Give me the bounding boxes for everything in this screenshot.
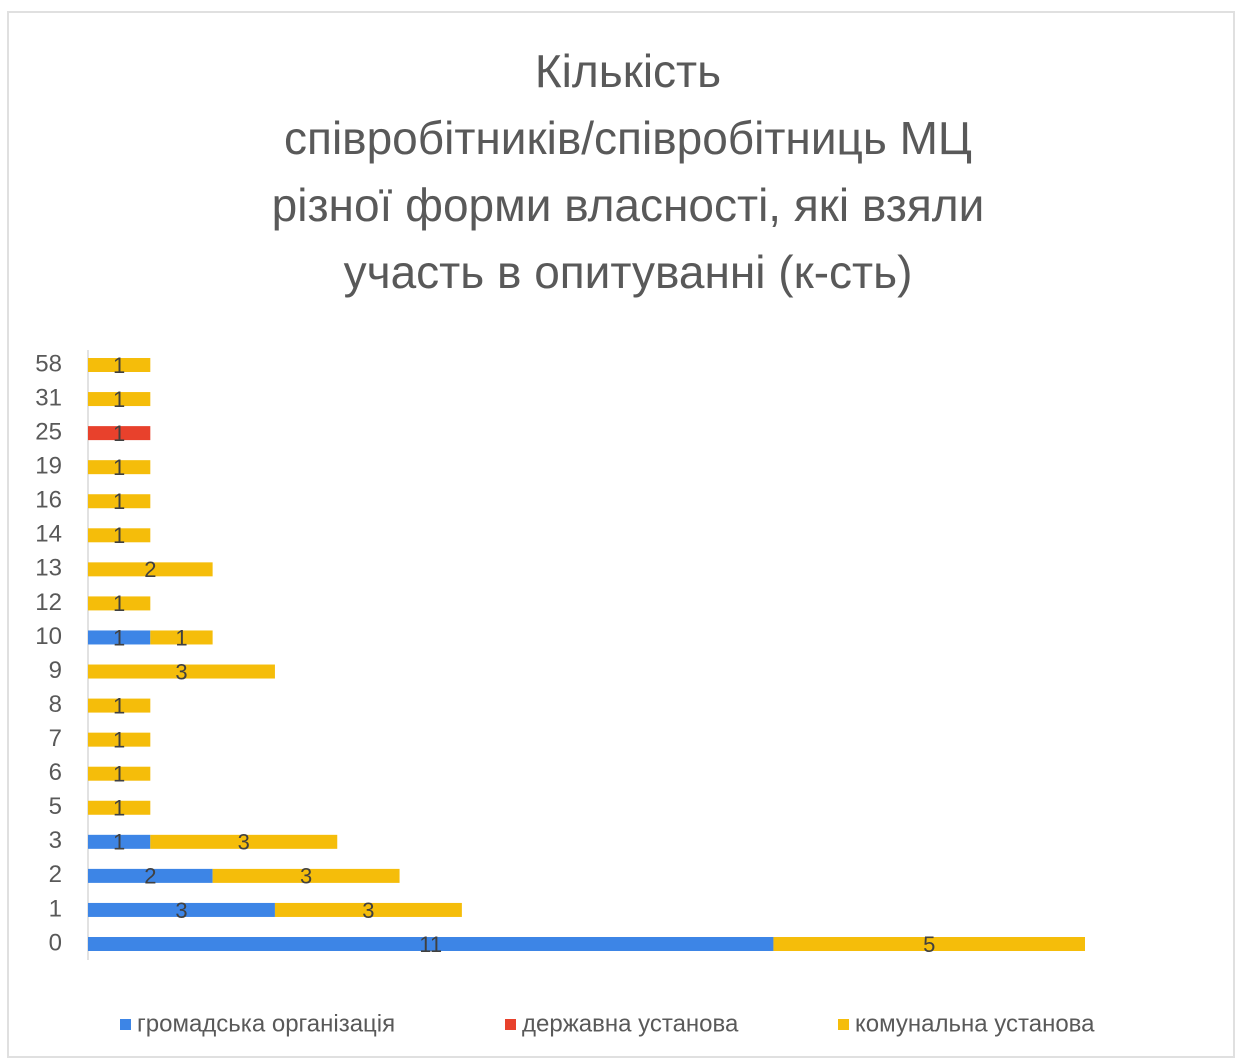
bar-segment [88,698,151,713]
data-label: 3 [175,659,187,684]
data-label: 1 [113,796,125,821]
legend-marker [120,1019,131,1030]
legend-marker [505,1019,516,1030]
data-label: 5 [923,932,935,957]
data-label: 1 [113,523,125,548]
bar-segment [88,630,151,645]
data-label: 1 [113,455,125,480]
bar-segment [88,426,151,441]
chart-title: різної форми власності, які взяли [272,179,985,231]
bar-segment [88,868,213,883]
y-tick-label: 10 [35,623,62,650]
y-tick-label: 1 [49,895,62,922]
data-label: 3 [300,864,312,889]
data-label: 1 [113,387,125,412]
data-label: 11 [419,932,442,957]
y-tick-label: 58 [35,350,62,377]
chart-title: співробітників/співробітниць МЦ [284,112,972,164]
data-label: 1 [113,421,125,446]
legend-label: державна установа [522,1010,739,1037]
bar-segment [88,392,151,407]
chart-title: Кількість [535,45,721,97]
bar-segment [88,766,151,781]
data-label: 1 [113,727,125,752]
y-tick-label: 7 [49,725,62,752]
y-tick-label: 25 [35,418,62,445]
data-label: 1 [113,830,125,855]
data-label: 1 [113,489,125,514]
chart-frame [7,11,1235,1058]
data-label: 3 [362,898,374,923]
bar-segment [88,732,151,747]
bar-segment [150,630,213,645]
bar-segment [88,902,275,917]
data-label: 1 [113,625,125,650]
legend-label: громадська організація [137,1010,395,1037]
bar-segment [150,834,338,849]
y-tick-label: 16 [35,487,62,514]
y-tick-label: 2 [49,861,62,888]
y-tick-label: 14 [35,521,62,548]
bar-segment [274,902,462,917]
data-label: 1 [175,625,187,650]
y-tick-label: 0 [49,929,62,956]
data-label: 3 [238,830,250,855]
y-tick-label: 9 [49,657,62,684]
legend-label: комунальна установа [855,1010,1095,1037]
bar-segment [88,494,151,509]
y-tick-label: 31 [35,384,62,411]
data-label: 3 [175,898,187,923]
bar-segment [88,460,151,475]
bar-segment [88,528,151,543]
data-label: 1 [113,591,125,616]
y-tick-label: 13 [35,555,62,582]
data-label: 2 [144,557,156,582]
data-label: 1 [113,693,125,718]
data-label: 2 [144,864,156,889]
chart-title: участь в опитуванні (к-сть) [344,246,913,298]
y-tick-label: 8 [49,691,62,718]
bar-segment [88,834,151,849]
y-tick-label: 12 [35,589,62,616]
y-tick-label: 5 [49,793,62,820]
bar-segment [88,937,774,951]
bar-segment [88,596,151,611]
legend-marker [838,1019,849,1030]
y-tick-label: 3 [49,827,62,854]
y-tick-label: 6 [49,759,62,786]
bar-segment [212,868,400,883]
data-label: 1 [113,353,125,378]
data-label: 1 [113,762,125,787]
bar-segment [88,800,151,815]
bar-segment [88,358,151,372]
bar-segment [773,937,1085,951]
y-tick-label: 19 [35,453,62,480]
bar-segment [88,664,275,679]
bar-segment [88,562,213,577]
